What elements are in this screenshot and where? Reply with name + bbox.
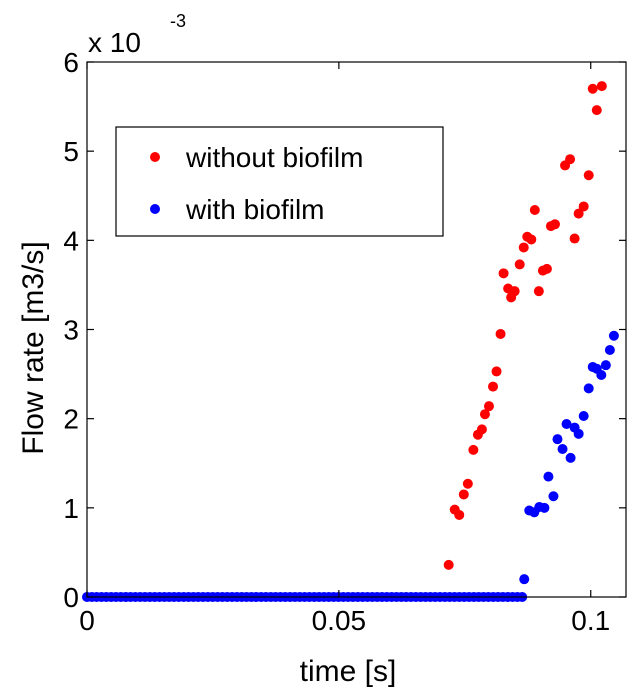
data-point bbox=[476, 424, 487, 435]
data-point bbox=[587, 83, 598, 94]
data-point bbox=[443, 559, 454, 570]
legend-box bbox=[115, 126, 444, 237]
y-tick-label: 1 bbox=[63, 493, 79, 524]
data-point bbox=[491, 366, 502, 377]
data-point bbox=[468, 444, 479, 455]
data-point bbox=[578, 201, 589, 212]
data-point bbox=[543, 471, 554, 482]
legend-label-without-biofilm: without biofilm bbox=[185, 142, 363, 173]
data-point bbox=[608, 330, 619, 341]
y-tick-label: 0 bbox=[63, 582, 79, 613]
data-point bbox=[604, 345, 615, 356]
data-point bbox=[479, 409, 490, 420]
y-tick-label: 2 bbox=[63, 404, 79, 435]
data-point bbox=[596, 81, 607, 92]
data-point bbox=[565, 452, 576, 463]
legend: without biofilm with biofilm bbox=[115, 126, 444, 237]
y-tick-label: 6 bbox=[63, 47, 79, 78]
data-point bbox=[529, 205, 540, 216]
axes-layer: 0 0.05 0.1 0 1 2 3 4 5 6 bbox=[63, 47, 627, 636]
data-point bbox=[573, 428, 584, 439]
legend-marker-without-biofilm bbox=[150, 152, 160, 162]
y-multiplier-exponent: -3 bbox=[170, 11, 186, 31]
data-point bbox=[569, 233, 580, 244]
data-point bbox=[573, 208, 584, 219]
data-point bbox=[565, 154, 576, 165]
data-point bbox=[488, 381, 499, 392]
x-tick-label: 0.1 bbox=[571, 605, 610, 636]
data-point bbox=[483, 401, 494, 412]
legend-label-with-biofilm: with biofilm bbox=[185, 194, 324, 225]
legend-marker-with-biofilm bbox=[150, 204, 160, 214]
x-tick-label: 0.05 bbox=[312, 605, 367, 636]
y-tick-label: 5 bbox=[63, 136, 79, 167]
data-point bbox=[541, 263, 552, 274]
data-point bbox=[578, 410, 589, 421]
data-point bbox=[514, 259, 525, 270]
data-point bbox=[454, 509, 465, 520]
series-without-biofilm bbox=[443, 81, 607, 570]
data-point bbox=[561, 419, 572, 430]
y-axis-label: Flow rate [m3/s] bbox=[17, 241, 50, 454]
data-point bbox=[539, 502, 550, 513]
data-point bbox=[458, 489, 469, 500]
data-point bbox=[518, 242, 529, 253]
y-multiplier-label: x 10 bbox=[88, 27, 141, 58]
data-point bbox=[583, 170, 594, 181]
x-axis-label: time [s] bbox=[300, 655, 397, 688]
data-point bbox=[495, 328, 506, 339]
data-point bbox=[583, 383, 594, 394]
data-point bbox=[548, 491, 559, 502]
y-tick-label: 4 bbox=[63, 225, 79, 256]
data-point bbox=[557, 443, 568, 454]
y-tick-label: 3 bbox=[63, 315, 79, 346]
data-point bbox=[591, 105, 602, 116]
data-point bbox=[596, 369, 607, 380]
data-point bbox=[462, 478, 473, 489]
data-point bbox=[549, 219, 560, 230]
data-point bbox=[526, 234, 537, 245]
x-tick-label: 0 bbox=[79, 605, 95, 636]
data-point bbox=[552, 434, 563, 445]
data-point bbox=[600, 360, 611, 371]
data-point bbox=[519, 574, 530, 585]
data-point bbox=[498, 268, 509, 279]
data-point bbox=[509, 286, 520, 297]
data-point bbox=[533, 286, 544, 297]
